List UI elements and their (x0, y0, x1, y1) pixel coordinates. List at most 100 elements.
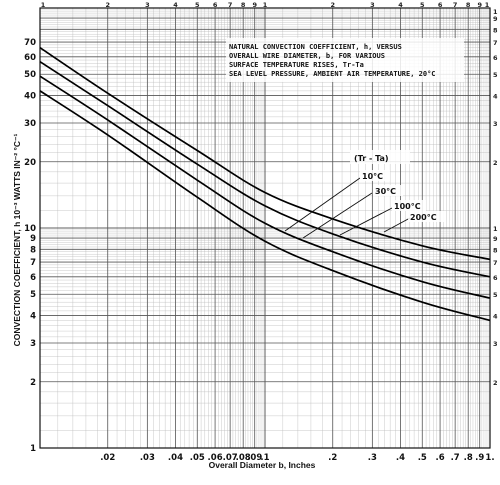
series-line-100c (39, 60, 491, 278)
x-tick-label: .08 (236, 453, 251, 463)
top-cycle-label: 5 (195, 1, 200, 9)
leader-100c (339, 207, 393, 236)
right-cycle-label: 4 (493, 93, 498, 101)
right-cycle-label: 6 (493, 274, 498, 282)
y-tick-label: 7 (30, 258, 36, 268)
top-cycle-label: 3 (370, 1, 375, 9)
curve-label-30c: 30°C (375, 187, 396, 196)
leader-200c (383, 217, 411, 233)
right-cycle-label: 5 (493, 71, 498, 79)
label-100c-backdrop (392, 200, 426, 211)
top-cycle-label: 3 (145, 1, 150, 9)
series-line-10c (39, 90, 491, 322)
label-10c-backdrop (360, 170, 390, 181)
x-tick-label: .5 (418, 453, 427, 463)
top-cycle-label: 9 (252, 1, 257, 9)
right-cycle-label: 1 (493, 8, 498, 16)
right-cycle-label: 8 (493, 246, 498, 254)
right-cycle-label: 7 (493, 39, 498, 47)
top-cycle-label: 2 (105, 1, 110, 9)
top-cycle-label: 1 (485, 1, 490, 9)
x-tick-label: .05 (190, 453, 205, 463)
y-tick-label: 8 (30, 245, 36, 255)
right-cycle-label: 3 (493, 120, 498, 128)
right-cycle-label: 9 (493, 235, 498, 243)
x-tick-label: .8 (464, 453, 473, 463)
top-cycle-label: 1 (263, 1, 268, 9)
top-cycle-label: 7 (228, 1, 233, 9)
y-tick-label: 4 (30, 312, 36, 322)
title-backdrop (226, 38, 464, 82)
leader-10c (284, 177, 361, 232)
legend-header: (Tr - Ta) (354, 154, 389, 163)
series-line-200c (39, 46, 491, 261)
y-tick-label: 9 (30, 234, 36, 244)
y-axis-title: CONVECTION COEFFICIENT, h 10⁻³ WATTS IN⁻… (12, 134, 22, 347)
title-line-1: NATURAL CONVECTION COEFFICIENT, h, VERSU… (229, 43, 402, 51)
plot-frame (39, 7, 491, 449)
series-line-30c (39, 75, 491, 299)
right-cycle-label: 8 (493, 26, 498, 34)
y-tick-label: 3 (30, 339, 36, 349)
x-tick-label: .06 (208, 453, 223, 463)
legend-header-backdrop (350, 150, 410, 164)
x-tick-label: .02 (100, 453, 115, 463)
curve-label-200c: 200°C (410, 213, 437, 222)
y-tick-label: 5 (30, 290, 36, 300)
x-tick-label: .4 (396, 453, 405, 463)
y-tick-label: 1 (30, 444, 36, 454)
top-cycle-label: 8 (466, 1, 471, 9)
curve-label-10c: 10°C (362, 172, 383, 181)
label-30c-backdrop (373, 185, 403, 196)
x-tick-label: .09 (247, 453, 262, 463)
x-tick-labels: .02 .03 .04 .05.06.07.08.09.1 .2 .3 .4 .5 .6 .7 .8… (100, 453, 494, 463)
top-cycle-label: 2 (330, 1, 335, 9)
x-tick-label: .1 (260, 453, 269, 463)
right-cycle-label: 3 (493, 340, 498, 348)
top-cycle-label: 4 (173, 1, 178, 9)
top-cycle-label: 5 (420, 1, 425, 9)
x-axis-title: Overall Diameter b, Inches (209, 460, 316, 470)
y-tick-label: 30 (24, 119, 36, 129)
top-cycle-label: 1 (41, 1, 46, 9)
x-tick-label: .7 (451, 453, 460, 463)
right-cycle-label: 9 (493, 15, 498, 23)
y-tick-label: 60 (24, 53, 36, 63)
top-cycle-label: 6 (213, 1, 218, 9)
right-cycle-label: 1 (493, 225, 498, 233)
right-cycle-label: 2 (493, 379, 498, 387)
right-cycle-label: 6 (493, 54, 498, 62)
top-cycle-label: 8 (241, 1, 246, 9)
label-200c-backdrop (408, 211, 444, 222)
x-tick-label: .04 (168, 453, 183, 463)
x-tick-label: .6 (436, 453, 445, 463)
x-tick-label: .07 (223, 453, 238, 463)
x-tick-label: .2 (328, 453, 337, 463)
right-cycle-label: 7 (493, 259, 498, 267)
x-tick-label: .3 (368, 453, 377, 463)
y-tick-label: 2 (30, 378, 36, 388)
curves (39, 46, 491, 322)
y-tick-label: 70 (24, 38, 36, 48)
right-cycle-label: 5 (493, 291, 498, 299)
y-tick-label: 50 (24, 70, 36, 80)
title-line-2: OVERALL WIRE DIAMETER, b, FOR VARIOUS (229, 52, 385, 60)
title-block: NATURAL CONVECTION COEFFICIENT, h, VERSU… (226, 38, 464, 82)
top-cycle-label: 6 (438, 1, 443, 9)
y-tick-label: 20 (24, 158, 36, 168)
y-tick-label: 6 (30, 273, 36, 283)
right-cycle-label: 2 (493, 159, 498, 167)
curve-labels: (Tr - Ta) 10°C 30°C 100°C 200°C (284, 150, 444, 239)
x-tick-label: .9 (475, 453, 484, 463)
leader-30c (302, 192, 373, 239)
y-tick-label: 10 (24, 224, 36, 234)
top-cycle-label: 4 (398, 1, 403, 9)
top-cycle-label: 7 (453, 1, 458, 9)
y-tick-label: 40 (24, 92, 36, 102)
curve-label-100c: 100°C (394, 202, 421, 211)
top-cycle-label: 9 (477, 1, 482, 9)
